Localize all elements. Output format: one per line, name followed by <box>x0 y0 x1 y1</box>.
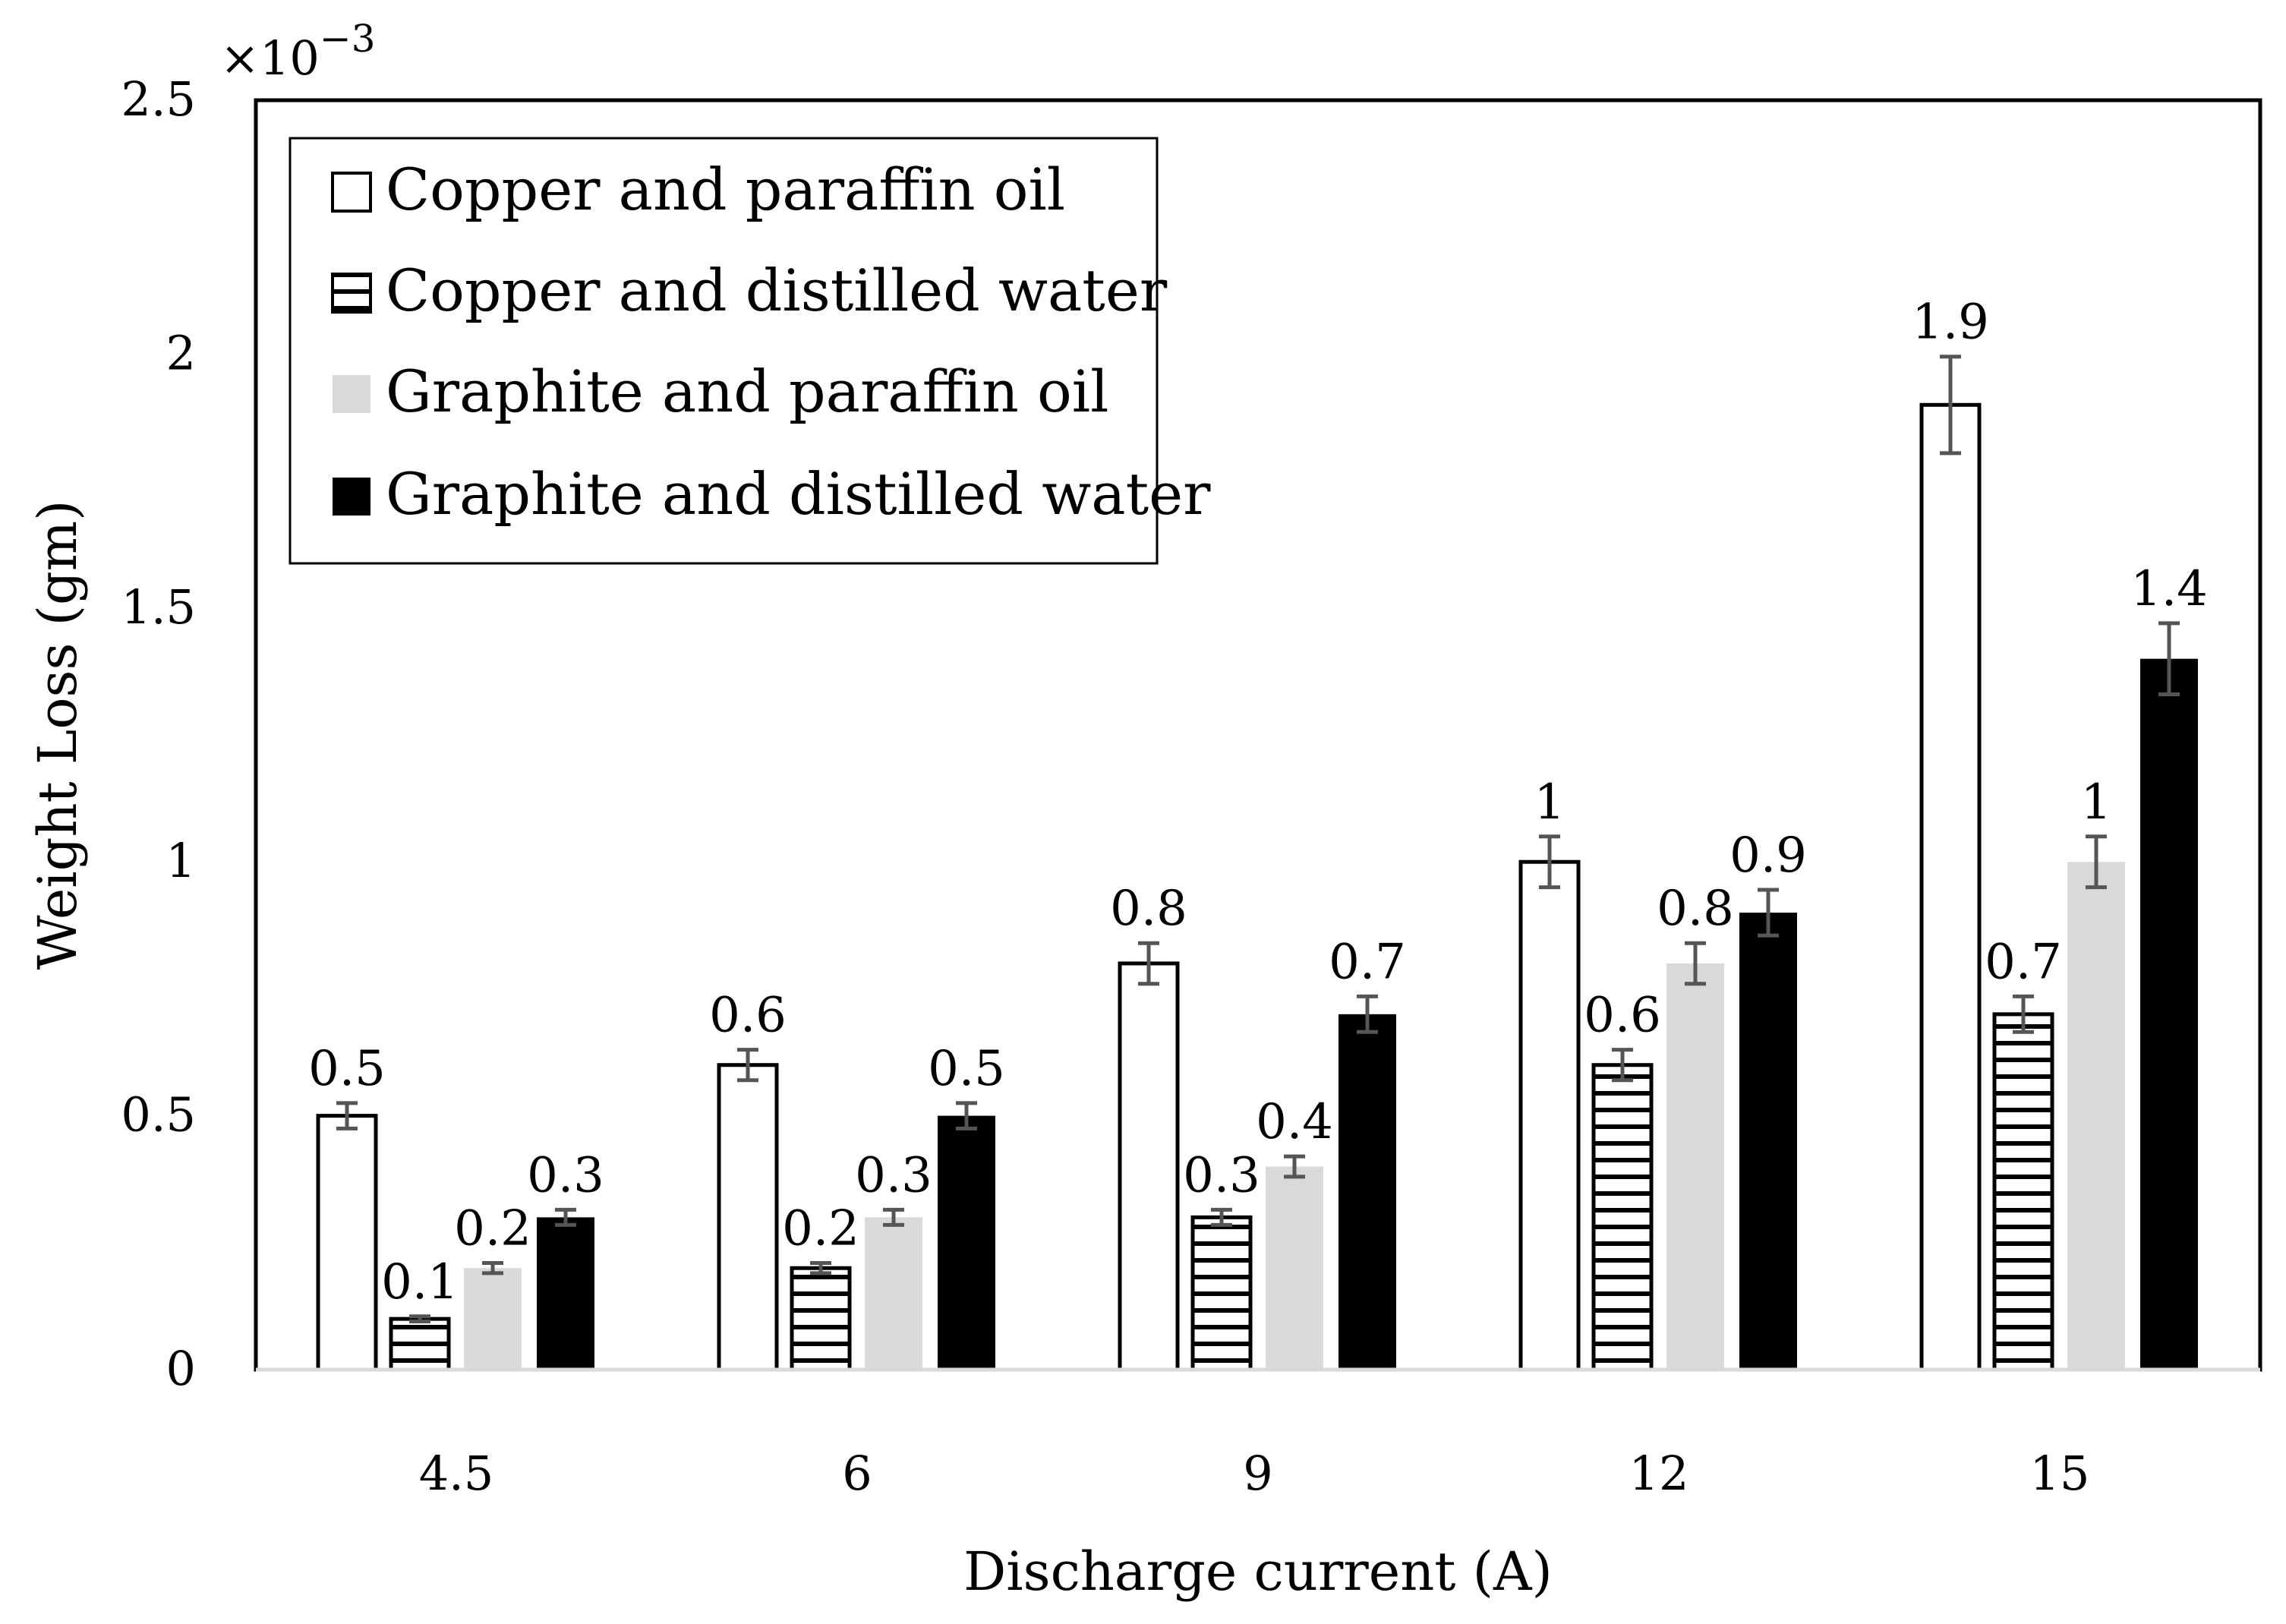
bar <box>790 1266 852 1372</box>
data-label: 0.6 <box>709 988 787 1044</box>
data-label: 0.5 <box>308 1041 386 1097</box>
y-axis-title: Weight Loss (gm) <box>27 500 89 970</box>
data-label: 0.4 <box>1256 1094 1333 1150</box>
error-bar-group <box>336 355 2180 1323</box>
x-axis-title: Discharge current (A) <box>963 1540 1553 1603</box>
legend: Copper and paraffin oil Copper and disti… <box>289 137 1211 565</box>
bar <box>1338 1014 1396 1370</box>
data-label: 0.2 <box>782 1201 859 1257</box>
bar <box>1266 1166 1323 1370</box>
y-tick-label: 0.5 <box>121 1087 196 1143</box>
legend-label-copper-water: Copper and distilled water <box>386 257 1168 324</box>
legend-label-graphite-water: Graphite and distilled water <box>386 460 1211 528</box>
bar <box>1591 1063 1654 1372</box>
bar <box>2067 862 2125 1370</box>
bar <box>1118 961 1180 1372</box>
bar <box>1190 1215 1253 1372</box>
multiplier-base: ×10 <box>220 30 320 86</box>
data-label: 1 <box>2081 774 2112 831</box>
data-label: 0.3 <box>527 1147 604 1203</box>
bar <box>464 1268 522 1370</box>
data-label: 0.8 <box>1110 881 1187 937</box>
legend-label-copper-paraffin: Copper and paraffin oil <box>386 156 1065 223</box>
data-label: 1.4 <box>2130 561 2208 617</box>
data-label: 0.9 <box>1729 828 1807 884</box>
bar <box>1992 1012 2054 1372</box>
data-label: 1.9 <box>1912 295 1989 351</box>
data-label: 0.8 <box>1657 881 1734 937</box>
y-axis-ticks: 0 0.5 1 1.5 2 2.5 <box>121 71 196 1396</box>
bar <box>316 1114 378 1372</box>
data-label: 0.6 <box>1584 988 1661 1044</box>
bar <box>537 1217 594 1370</box>
x-tick-label: 9 <box>1243 1446 1272 1501</box>
data-label: 0.3 <box>855 1147 932 1203</box>
bar <box>1739 913 1797 1370</box>
data-label: 0.7 <box>1985 934 2062 990</box>
data-label: 0.1 <box>381 1254 459 1310</box>
bar <box>717 1063 779 1372</box>
bar <box>1518 859 1581 1372</box>
legend-swatch-graphite-paraffin <box>333 375 370 413</box>
data-label: 0.3 <box>1183 1147 1260 1203</box>
x-tick-label: 12 <box>1629 1446 1689 1501</box>
x-axis-ticks: 4.5 6 9 12 15 <box>419 1446 2090 1501</box>
bar <box>865 1217 922 1370</box>
bar-series-group <box>316 402 2198 1372</box>
data-label-group: 0.50.10.20.30.60.20.30.50.80.30.40.710.6… <box>308 295 2208 1310</box>
legend-swatch-graphite-water <box>333 478 370 516</box>
multiplier-exponent: −3 <box>320 17 376 61</box>
bar <box>938 1115 995 1370</box>
y-tick-label: 2.5 <box>121 71 196 127</box>
bar <box>1919 402 1982 1372</box>
y-tick-label: 0 <box>166 1341 196 1396</box>
x-tick-label: 4.5 <box>419 1446 494 1501</box>
bar <box>2140 658 2198 1370</box>
y-tick-label: 2 <box>166 325 196 380</box>
legend-swatch-copper-paraffin <box>331 172 372 213</box>
y-tick-label: 1.5 <box>121 579 196 635</box>
y-axis-multiplier: ×10−3 <box>220 17 376 86</box>
bar <box>389 1317 451 1372</box>
data-label: 0.5 <box>928 1041 1005 1097</box>
legend-frame <box>289 137 1159 565</box>
y-tick-label: 1 <box>166 833 196 888</box>
bar <box>1666 963 1724 1370</box>
data-label: 1 <box>1534 774 1566 831</box>
data-label: 0.7 <box>1329 934 1406 990</box>
data-label: 0.2 <box>454 1201 531 1257</box>
x-tick-label: 6 <box>842 1446 872 1501</box>
x-tick-label: 15 <box>2030 1446 2090 1501</box>
legend-swatch-copper-water <box>331 273 372 314</box>
legend-label-graphite-paraffin: Graphite and paraffin oil <box>386 358 1108 425</box>
